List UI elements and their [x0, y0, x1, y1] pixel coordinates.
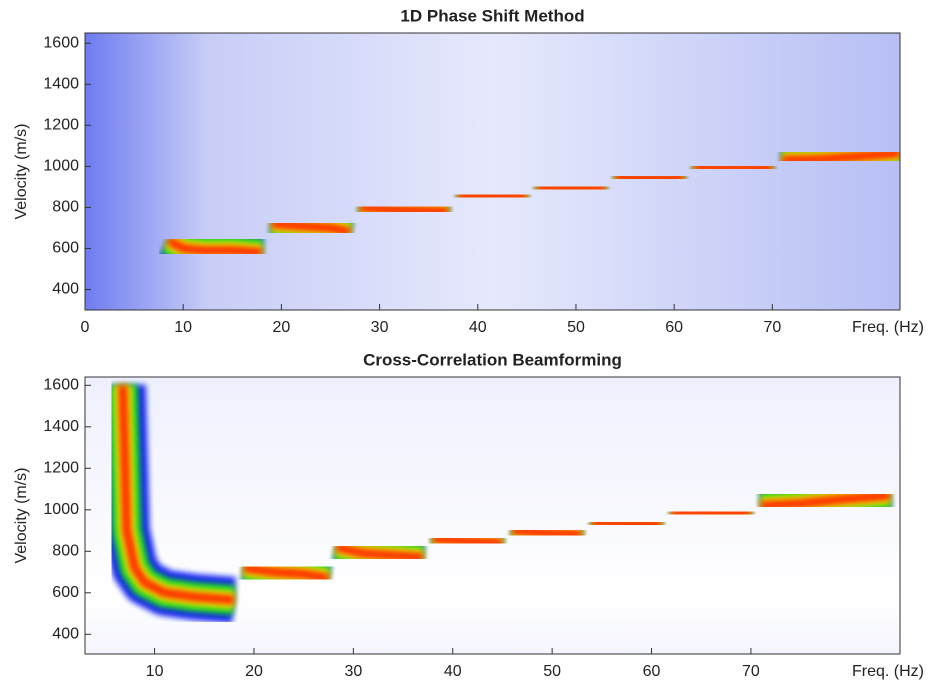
ridge-band	[615, 171, 685, 184]
ridge-band	[166, 235, 263, 258]
y-tick-label: 1000	[43, 501, 79, 518]
x-axis-label: Freq. (Hz)	[852, 663, 924, 680]
plot-frame	[84, 32, 901, 311]
y-tick-label: 800	[52, 199, 79, 216]
y-axis-label: Velocity (m/s)	[13, 123, 30, 219]
y-tick-label: 400	[52, 626, 79, 643]
x-tick-label: 30	[344, 663, 362, 680]
y-axis-label: Velocity (m/s)	[13, 467, 30, 563]
ridge-band	[782, 148, 900, 166]
y-tick-label: 1600	[43, 377, 79, 394]
y-tick-label: 400	[52, 281, 79, 298]
y-tick-label: 1200	[43, 460, 79, 477]
ridge-band	[432, 533, 503, 548]
x-tick-label: 30	[371, 319, 389, 336]
x-tick-label: 20	[272, 319, 290, 336]
ridge-band	[117, 385, 235, 606]
y-tick-label: 600	[52, 584, 79, 601]
x-tick-label: 50	[543, 663, 561, 680]
plot-frame	[84, 376, 901, 655]
y-tick-label: 1400	[43, 418, 79, 435]
plot-area	[99, 384, 892, 623]
y-tick-label: 800	[52, 543, 79, 560]
ridge-band	[512, 525, 583, 540]
ridge-band	[359, 202, 449, 217]
plot-area	[157, 130, 900, 276]
ridge-band	[693, 161, 773, 174]
y-tick-label: 1600	[43, 34, 79, 51]
ridge-band	[243, 562, 330, 584]
x-tick-label: 40	[469, 319, 487, 336]
y-tick-label: 1000	[43, 158, 79, 175]
ridge-band	[536, 181, 606, 194]
x-tick-label: 0	[81, 319, 90, 336]
ridge-band	[271, 218, 352, 237]
ridge-band	[591, 517, 662, 530]
x-axis-label: Freq. (Hz)	[852, 319, 924, 336]
x-tick-label: 50	[567, 319, 585, 336]
x-tick-label: 60	[665, 319, 683, 336]
y-tick-label: 1400	[43, 76, 79, 93]
x-tick-label: 10	[174, 319, 192, 336]
ridge-band	[457, 190, 527, 203]
chart-title: 1D Phase Shift Method	[400, 6, 584, 25]
x-tick-label: 70	[742, 663, 760, 680]
chart-title: Cross-Correlation Beamforming	[363, 350, 622, 369]
x-tick-label: 10	[146, 663, 164, 680]
y-tick-label: 1200	[43, 117, 79, 134]
ridge-band	[760, 490, 891, 511]
x-tick-label: 60	[643, 663, 661, 680]
x-tick-label: 40	[444, 663, 462, 680]
x-tick-label: 20	[245, 663, 263, 680]
x-tick-label: 70	[763, 319, 781, 336]
ridge-band	[335, 542, 424, 563]
y-tick-label: 600	[52, 240, 79, 257]
ridge-band	[671, 506, 752, 519]
